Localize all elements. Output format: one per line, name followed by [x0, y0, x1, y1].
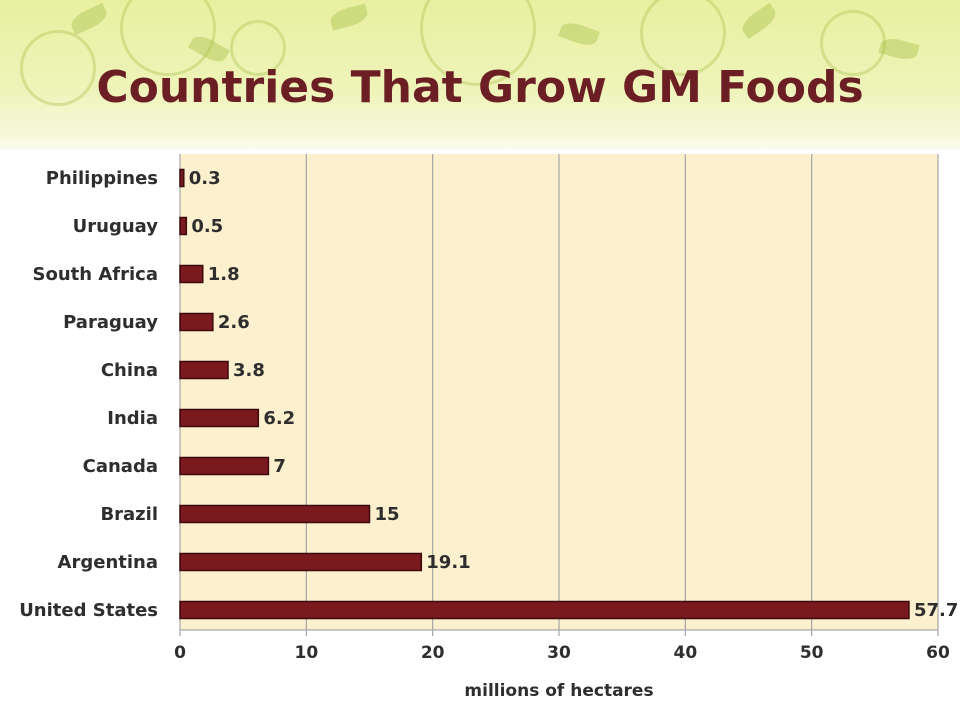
category-label: Uruguay: [73, 216, 159, 237]
category-label: Argentina: [58, 552, 158, 573]
bar: [179, 504, 371, 524]
category-labels: Philippines Uruguay South Africa Paraguay Ch…: [19, 168, 158, 621]
bars: [179, 168, 910, 620]
swirl-ornament: [230, 20, 286, 76]
tick-label: 60: [926, 643, 950, 663]
x-axis-label: millions of hectares: [464, 681, 653, 701]
swirl-ornament: [20, 30, 96, 106]
bar: [179, 264, 204, 284]
leaf-ornament: [558, 19, 600, 49]
category-label: Canada: [83, 456, 158, 477]
leaf-ornament: [328, 3, 370, 31]
tick-label: 30: [547, 643, 571, 663]
leaf-ornament: [878, 35, 920, 63]
category-label: Paraguay: [63, 312, 158, 333]
bar: [179, 408, 260, 428]
chart-container: Philippines Uruguay South Africa Paraguay Ch…: [0, 150, 960, 720]
category-label: Philippines: [46, 168, 158, 189]
data-label: 0.5: [191, 216, 223, 237]
category-label: India: [107, 408, 158, 429]
category-label: China: [101, 360, 158, 381]
bar-chart: Philippines Uruguay South Africa Paraguay Ch…: [0, 150, 960, 720]
tick-label: 10: [294, 643, 318, 663]
bar: [179, 600, 910, 620]
leaf-ornament: [67, 2, 111, 36]
data-label: 0.3: [189, 168, 221, 189]
tick-label: 50: [800, 643, 824, 663]
bar: [179, 216, 188, 236]
leaf-ornament: [738, 2, 780, 40]
tick-label: 20: [421, 643, 445, 663]
data-label: 2.6: [218, 312, 250, 333]
bar: [179, 168, 185, 188]
x-axis-ticks: 0 10 20 30 40 50 60: [174, 630, 950, 663]
tick-label: 40: [673, 643, 697, 663]
category-label: United States: [19, 600, 158, 621]
data-label: 6.2: [263, 408, 295, 429]
bar: [179, 456, 270, 476]
category-label: South Africa: [33, 264, 158, 285]
swirl-ornament: [820, 10, 886, 76]
bar: [179, 552, 423, 572]
category-label: Brazil: [100, 504, 158, 525]
swirl-ornament: [640, 0, 726, 76]
swirl-ornament: [120, 0, 216, 76]
data-label: 57.7: [914, 600, 958, 621]
data-label: 1.8: [208, 264, 240, 285]
data-labels: 0.3 0.5 1.8 2.6 3.8 6.2 7 15 19.1 57.7: [189, 168, 959, 621]
bar: [179, 360, 229, 380]
data-label: 7: [273, 456, 286, 477]
bar: [179, 312, 214, 332]
data-label: 19.1: [426, 552, 470, 573]
decorative-banner: [0, 0, 960, 160]
tick-label: 0: [174, 643, 186, 663]
data-label: 15: [375, 504, 400, 525]
data-label: 3.8: [233, 360, 265, 381]
page-title: Countries That Grow GM Foods: [96, 62, 864, 113]
